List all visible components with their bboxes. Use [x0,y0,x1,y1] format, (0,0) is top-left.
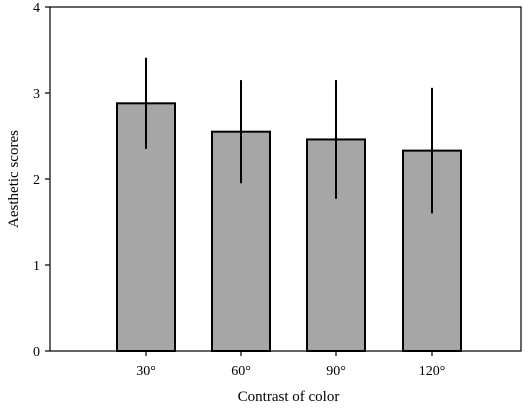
x-axis-label: Contrast of color [238,389,340,405]
y-axis-label: Aesthetic scores [6,130,22,228]
y-tick-label: 0 [33,345,40,360]
y-tick-label: 3 [33,87,40,102]
x-axis-ticks: 30° 60° 90° 120° [136,351,445,379]
bar [402,149,462,352]
y-tick-label: 4 [33,1,40,16]
y-axis-ticks: 0 1 2 3 4 [33,1,50,360]
x-tick-label: 120° [419,364,446,379]
bars-layer [116,102,462,352]
y-tick-label: 2 [33,173,40,188]
x-tick-label: 90° [326,364,346,379]
x-tick-label: 30° [136,364,156,379]
error-bars-layer [145,57,433,214]
x-tick-label: 60° [231,364,251,379]
y-tick-label: 1 [33,259,40,274]
